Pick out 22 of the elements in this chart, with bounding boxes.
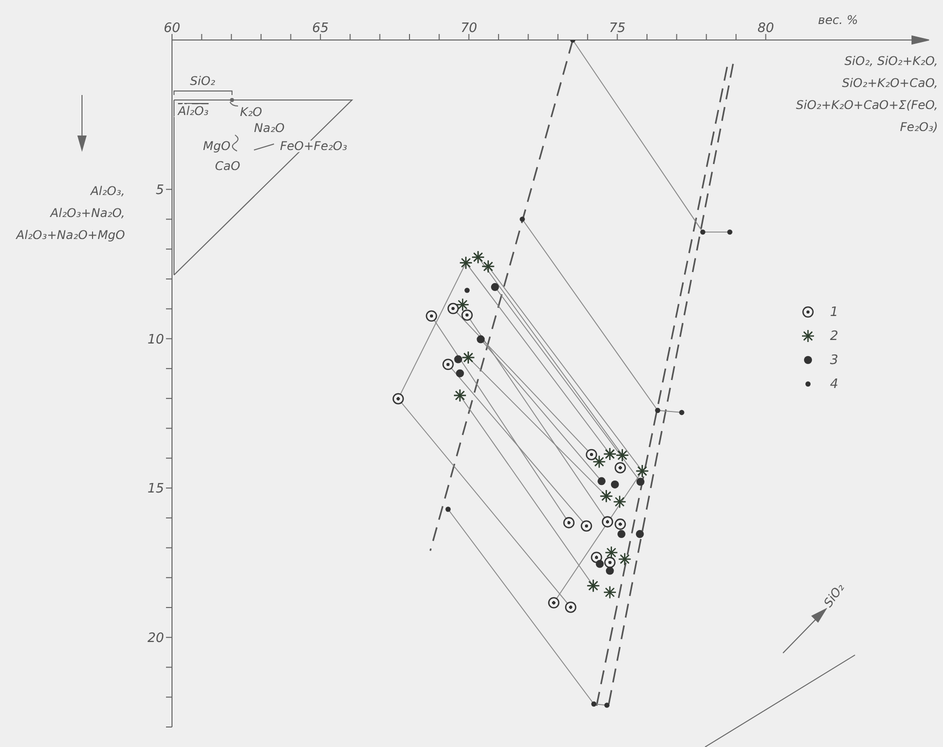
legend-label: 3: [830, 352, 838, 368]
annotation: MgO: [203, 139, 230, 153]
x-tick-label: 65: [312, 21, 329, 36]
y-axis-title: Al₂O₃, Al₂O₃+Na₂O, Al₂O₃+Na₂O+MgO: [14, 183, 125, 244]
annotation: K₂O: [240, 105, 262, 119]
x-tick-label: 60: [164, 21, 180, 36]
x-axis-title: SiO₂, SiO₂+K₂O, SiO₂+K₂O+CaO, SiO₂+K₂O+CaO+Σ(FeO, Fe₂O₃): [795, 53, 938, 136]
annotation: SiO₂: [190, 74, 216, 88]
y-tick-label: 15: [147, 482, 164, 497]
legend-label: 2: [830, 328, 838, 344]
annotation: Na₂O: [254, 121, 285, 135]
text: вес. %: [818, 13, 858, 27]
annotation: Al₂O₃: [177, 104, 209, 118]
x-tick-label: 70: [460, 21, 478, 36]
y-tick-label: 20: [147, 631, 164, 646]
legend-label: 1: [830, 304, 838, 320]
y-tick-label: 5: [156, 182, 164, 198]
y-tick-label: 10: [147, 332, 164, 348]
x-tick-label: 80: [757, 21, 774, 36]
x-tick-label: 75: [609, 21, 626, 36]
legend-label: 4: [830, 376, 838, 392]
annotation: CaO: [215, 159, 240, 173]
